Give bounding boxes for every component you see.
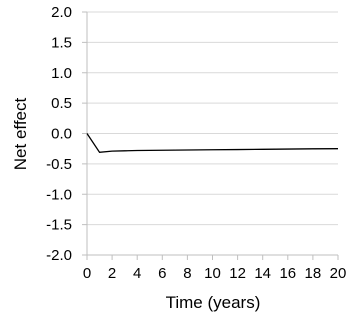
x-tick-label: 2	[108, 265, 116, 282]
data-series	[86, 133, 339, 154]
x-tick-labels: 0 2 4 6 8 10 12 14 16 18 20	[83, 265, 347, 282]
y-tick-label: 2.0	[51, 4, 72, 21]
y-tick-label: 1.0	[51, 65, 72, 82]
x-tick-label: 20	[330, 265, 347, 282]
y-axis-title: Net effect	[11, 98, 30, 171]
y-tick-label: 1.5	[51, 34, 72, 51]
x-tick-label: 12	[229, 265, 246, 282]
x-tick-label: 8	[183, 265, 191, 282]
grid-lines	[87, 11, 338, 226]
x-tick-label: 18	[305, 265, 322, 282]
series-line	[86, 133, 339, 154]
axes	[82, 11, 339, 260]
y-tick-labels: 2.0 1.5 1.0 0.5 0.0 -0.5 -1.0 -1.5 -2.0	[46, 4, 72, 264]
y-tick-label: -2.0	[46, 247, 72, 264]
x-tick-label: 14	[254, 265, 271, 282]
y-tick-label: 0.0	[51, 126, 72, 143]
x-tick-label: 4	[133, 265, 141, 282]
y-tick-label: 0.5	[51, 95, 72, 112]
x-tick-label: 0	[83, 265, 91, 282]
x-tick-label: 16	[279, 265, 296, 282]
x-axis-title: Time (years)	[166, 293, 261, 312]
y-tick-label: -0.5	[46, 156, 72, 173]
y-tick-label: -1.5	[46, 217, 72, 234]
x-tick-label: 10	[204, 265, 221, 282]
y-tick-label: -1.0	[46, 186, 72, 203]
x-tick-label: 6	[158, 265, 166, 282]
